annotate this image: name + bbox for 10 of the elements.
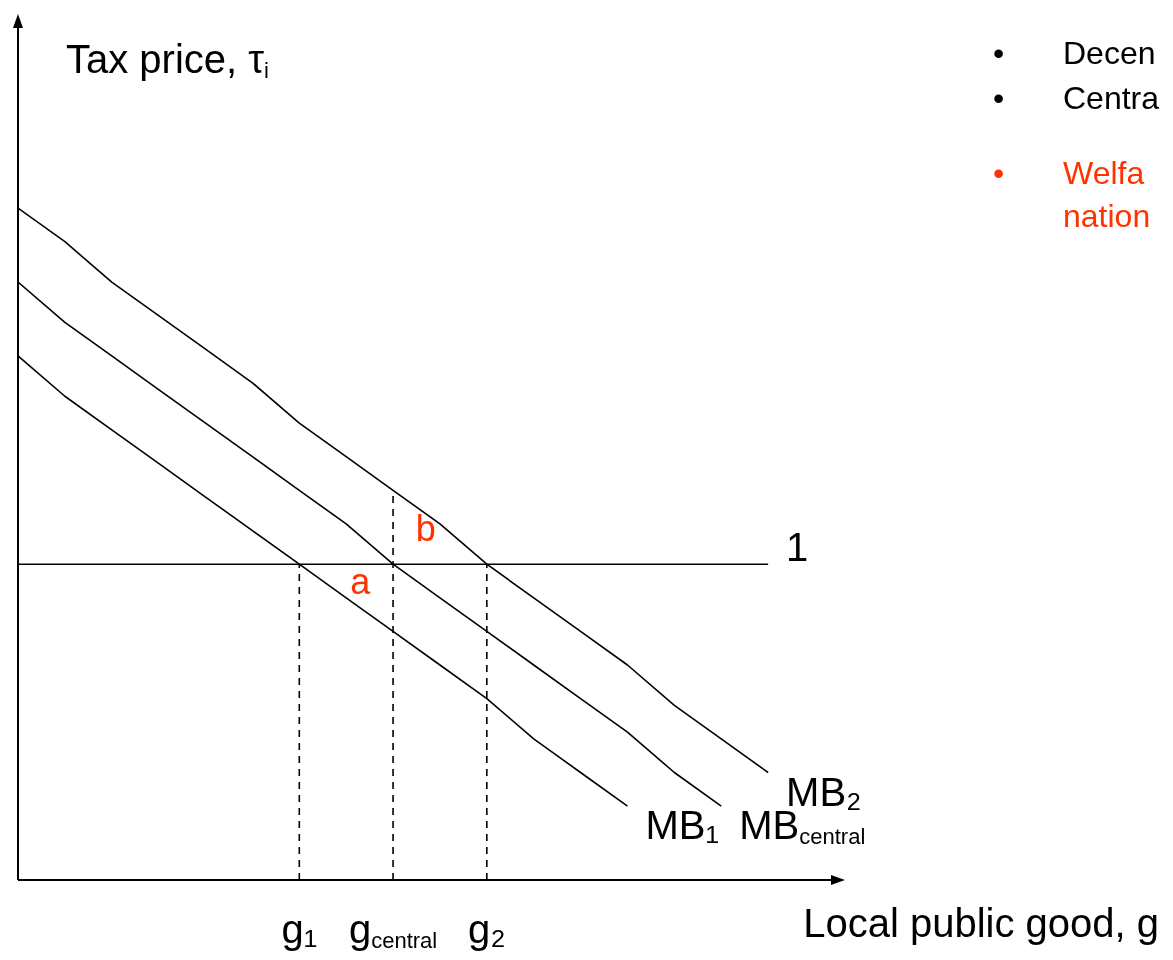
series-label: 1 bbox=[786, 525, 809, 570]
annotation: b bbox=[415, 507, 436, 549]
x-tick-label: g₁ bbox=[281, 907, 318, 952]
x-tick-label: g₂ bbox=[467, 907, 506, 952]
annotation: a bbox=[350, 561, 372, 603]
x-axis-title: Local public good, g bbox=[803, 901, 1160, 946]
text: • Welfa nation bbox=[993, 154, 1151, 234]
text: • Centra bbox=[993, 79, 1160, 116]
series-label: MB₁ bbox=[645, 803, 719, 848]
text: • Decen bbox=[993, 34, 1156, 71]
